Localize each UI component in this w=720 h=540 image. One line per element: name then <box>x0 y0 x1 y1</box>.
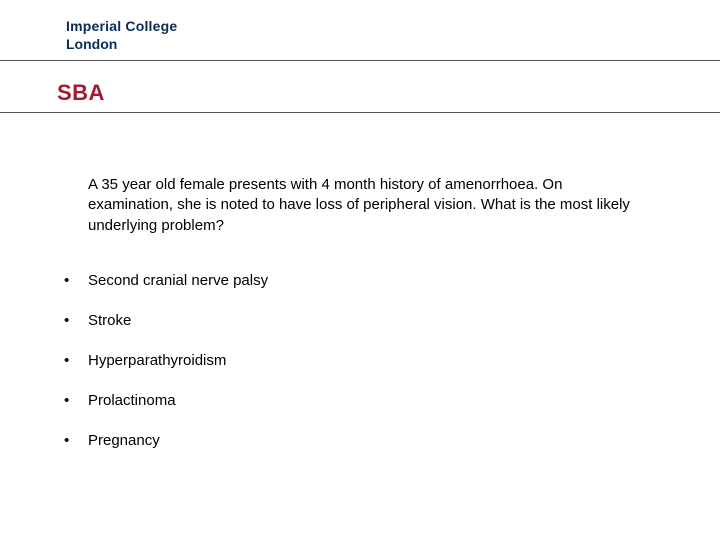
slide-title: SBA <box>57 80 105 106</box>
option-text: Hyperparathyroidism <box>88 352 640 369</box>
title-divider <box>0 112 720 113</box>
option-text: Second cranial nerve palsy <box>88 272 640 289</box>
option-text: Stroke <box>88 312 640 329</box>
list-item: • Hyperparathyroidism <box>60 352 640 369</box>
logo-line-2: London <box>66 36 177 52</box>
question-text: A 35 year old female presents with 4 mon… <box>88 175 648 236</box>
list-item: • Prolactinoma <box>60 392 640 409</box>
option-text: Pregnancy <box>88 432 640 449</box>
institution-logo: Imperial College London <box>66 18 177 52</box>
list-item: • Pregnancy <box>60 432 640 449</box>
bullet-icon: • <box>60 272 88 289</box>
options-list: • Second cranial nerve palsy • Stroke • … <box>60 272 640 472</box>
bullet-icon: • <box>60 352 88 369</box>
logo-line-1: Imperial College <box>66 18 177 34</box>
header-divider <box>0 60 720 61</box>
bullet-icon: • <box>60 392 88 409</box>
bullet-icon: • <box>60 432 88 449</box>
bullet-icon: • <box>60 312 88 329</box>
list-item: • Second cranial nerve palsy <box>60 272 640 289</box>
option-text: Prolactinoma <box>88 392 640 409</box>
list-item: • Stroke <box>60 312 640 329</box>
